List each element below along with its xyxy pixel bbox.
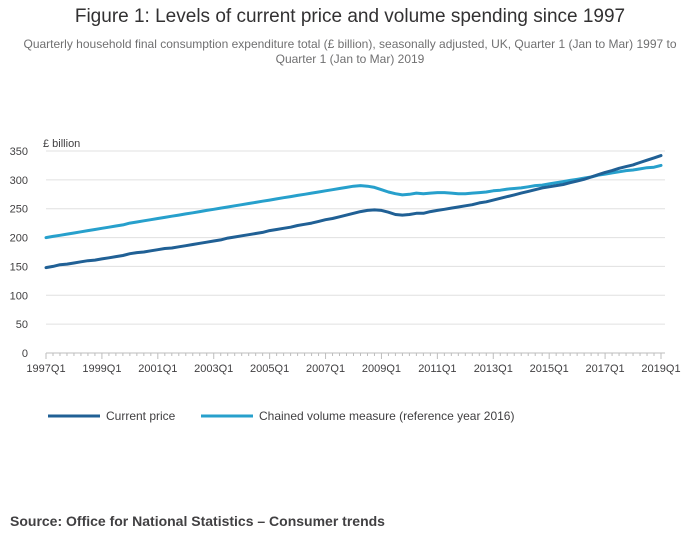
y-tick-label: 50 [16, 319, 28, 331]
legend: Current price Chained volume measure (ref… [48, 409, 514, 423]
x-tick-label: 1999Q1 [82, 363, 121, 375]
x-tick-label: 2017Q1 [586, 363, 625, 375]
y-tick-label: 250 [10, 204, 28, 216]
x-tick-label: 2007Q1 [306, 363, 345, 375]
gridlines [46, 150, 665, 354]
y-tick-label: 100 [10, 290, 28, 302]
x-tick-label: 2003Q1 [194, 363, 233, 375]
y-tick-label: 150 [10, 261, 28, 273]
y-tick-label: 350 [10, 146, 28, 158]
legend-label: Current price [106, 409, 176, 423]
chart-subtitle: Quarterly household final consumption ex… [23, 37, 677, 66]
chart-title: Figure 1: Levels of current price and vo… [74, 6, 626, 27]
x-tick-label: 2019Q1 [641, 363, 680, 375]
x-tick-label: 2009Q1 [362, 363, 401, 375]
series-line-current-price [44, 154, 663, 270]
y-tick-label: 300 [10, 175, 28, 187]
x-tick-label: 2001Q1 [138, 363, 177, 375]
y-axis-label: £ billion [43, 138, 80, 150]
series-line-chained-volume-measure-reference-year-2016 [44, 163, 663, 240]
y-tick-label: 200 [10, 233, 28, 245]
source-note: Source: Office for National Statistics –… [10, 513, 385, 529]
x-tick-label: 2013Q1 [474, 363, 513, 375]
y-axis: 0 50 100 150 200 250 300 350 [10, 146, 28, 360]
legend-label: Chained volume measure (reference year 2… [259, 409, 514, 423]
x-axis: 1997Q1 1999Q1 2001Q1 2003Q1 2005Q1 2007Q1 2009… [26, 353, 681, 375]
x-tick-label: 1997Q1 [26, 363, 65, 375]
series-lines [44, 154, 663, 270]
y-tick-label: 0 [22, 348, 28, 360]
x-tick-label: 2011Q1 [418, 363, 456, 375]
x-tick-label: 2015Q1 [530, 363, 569, 375]
x-tick-label: 2005Q1 [250, 363, 289, 375]
